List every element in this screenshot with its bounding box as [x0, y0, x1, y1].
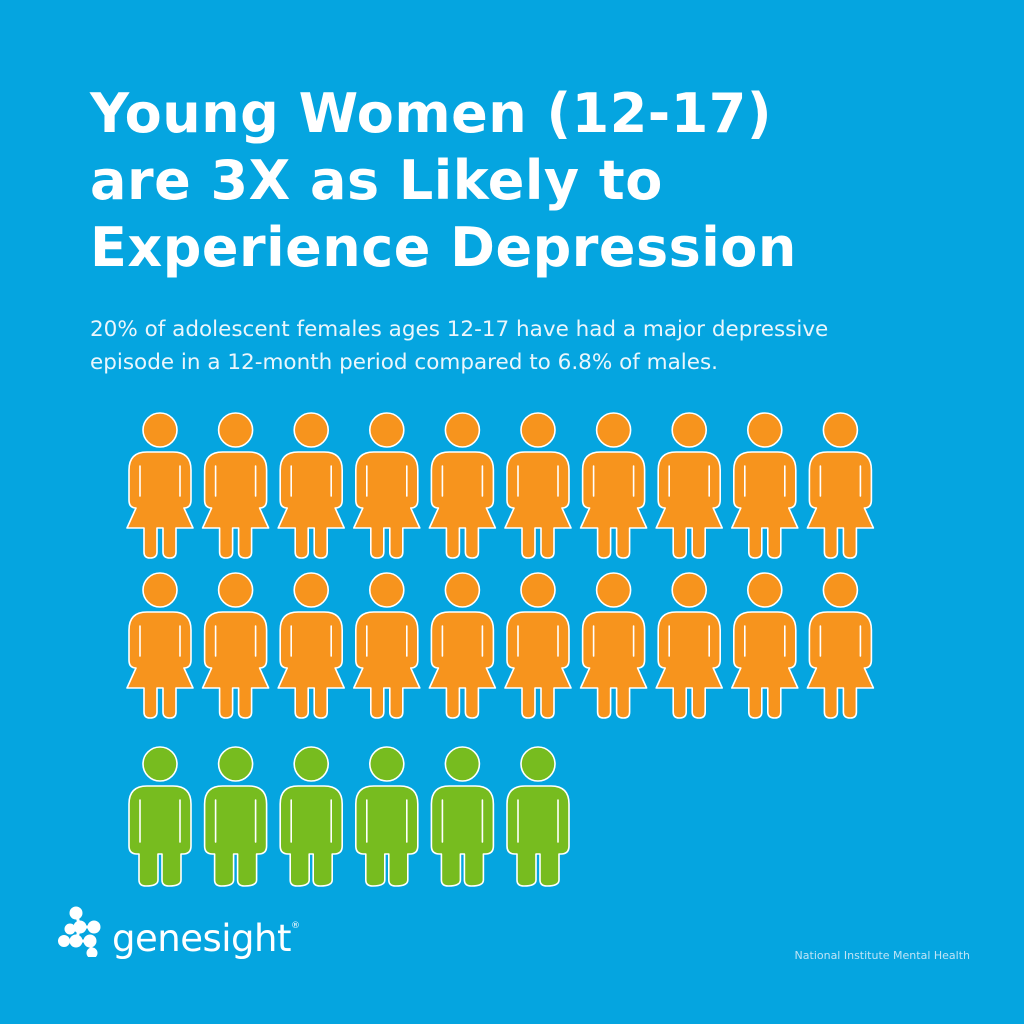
- female-figure-icon: [655, 572, 724, 719]
- logo-wordmark: genesight: [112, 917, 291, 960]
- female-figure-icon: [428, 572, 497, 719]
- headline-line: are 3X as Likely to: [90, 149, 663, 212]
- female-figure-icon: [352, 412, 421, 559]
- female-figure-icon: [504, 572, 572, 719]
- subheading-line: 20% of adolescent females ages 12-17 hav…: [90, 317, 829, 342]
- female-figure-icon: [579, 412, 648, 559]
- male-figure-icon: [583, 747, 645, 886]
- headline-line: Young Women (12-17): [90, 82, 773, 145]
- registered-mark: ®: [290, 921, 300, 931]
- headline-line: Experience Depression: [90, 216, 797, 279]
- female-figure-icon: [126, 412, 194, 559]
- female-figure-icon: [579, 572, 648, 719]
- female-figure-icon: [730, 412, 799, 559]
- female-figure-icon: [428, 412, 497, 559]
- male-figure-icon: [506, 746, 570, 887]
- female-figure-icon: [504, 412, 572, 559]
- source-credit: National Institute Mental Health: [794, 949, 970, 962]
- male-figure-icon: [430, 746, 495, 887]
- male-figure-icon: [128, 746, 192, 887]
- subheading-line: episode in a 12-month period compared to…: [90, 350, 719, 375]
- female-figure-icon: [277, 572, 346, 719]
- female-figure-icon: [201, 572, 270, 719]
- headline: Young Women (12-17) are 3X as Likely to …: [90, 80, 990, 281]
- female-figure-icon: [730, 572, 799, 719]
- female-figure-icon: [806, 572, 875, 719]
- genesight-logo: genesight ®: [58, 905, 300, 957]
- female-figure-icon: [126, 572, 194, 719]
- female-figure-icon: [277, 412, 346, 559]
- female-figure-icon: [806, 412, 875, 559]
- logo-molecule-icon: [58, 906, 101, 957]
- female-figure-icon: [201, 412, 270, 559]
- male-figure-icon: [203, 746, 268, 887]
- female-figure-icon: [352, 572, 421, 719]
- subheading: 20% of adolescent females ages 12-17 hav…: [90, 313, 990, 379]
- male-figure-icon: [354, 746, 419, 887]
- male-figure-icon: [279, 746, 344, 887]
- pictograph-chart: [126, 412, 875, 887]
- female-figure-icon: [655, 412, 724, 559]
